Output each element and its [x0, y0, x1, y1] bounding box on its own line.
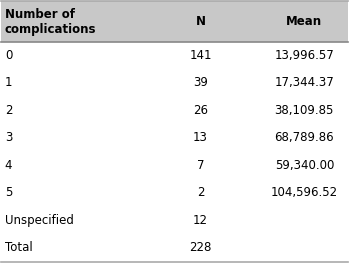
Text: 228: 228	[189, 241, 211, 254]
Text: Number of
complications: Number of complications	[5, 8, 96, 36]
Text: 17,344.37: 17,344.37	[274, 77, 334, 89]
Text: 26: 26	[193, 104, 208, 117]
Text: 2: 2	[197, 186, 204, 199]
Text: 38,109.85: 38,109.85	[275, 104, 334, 117]
Text: 4: 4	[5, 159, 12, 172]
Text: 0: 0	[5, 49, 12, 62]
Text: 59,340.00: 59,340.00	[275, 159, 334, 172]
Text: 104,596.52: 104,596.52	[271, 186, 338, 199]
Text: 5: 5	[5, 186, 12, 199]
Text: 3: 3	[5, 132, 12, 144]
Text: 39: 39	[193, 77, 208, 89]
Text: 13,996.57: 13,996.57	[274, 49, 334, 62]
Text: 12: 12	[193, 214, 208, 227]
Text: Total: Total	[5, 241, 32, 254]
Text: Unspecified: Unspecified	[5, 214, 74, 227]
Text: 13: 13	[193, 132, 208, 144]
Text: 68,789.86: 68,789.86	[275, 132, 334, 144]
Text: N: N	[195, 15, 206, 28]
Text: 7: 7	[197, 159, 204, 172]
FancyBboxPatch shape	[1, 1, 348, 42]
Text: 2: 2	[5, 104, 12, 117]
Text: Mean: Mean	[286, 15, 322, 28]
Text: 141: 141	[189, 49, 212, 62]
Text: 1: 1	[5, 77, 12, 89]
